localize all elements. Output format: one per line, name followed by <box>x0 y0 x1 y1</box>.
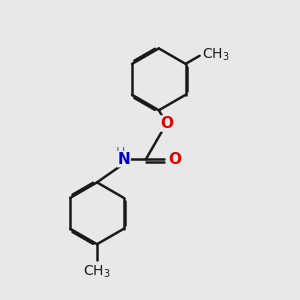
Text: CH$_3$: CH$_3$ <box>202 47 229 63</box>
Text: O: O <box>168 152 181 167</box>
Text: N: N <box>117 152 130 167</box>
Text: O: O <box>160 116 173 131</box>
Text: H: H <box>115 146 125 159</box>
Text: CH$_3$: CH$_3$ <box>83 264 111 280</box>
